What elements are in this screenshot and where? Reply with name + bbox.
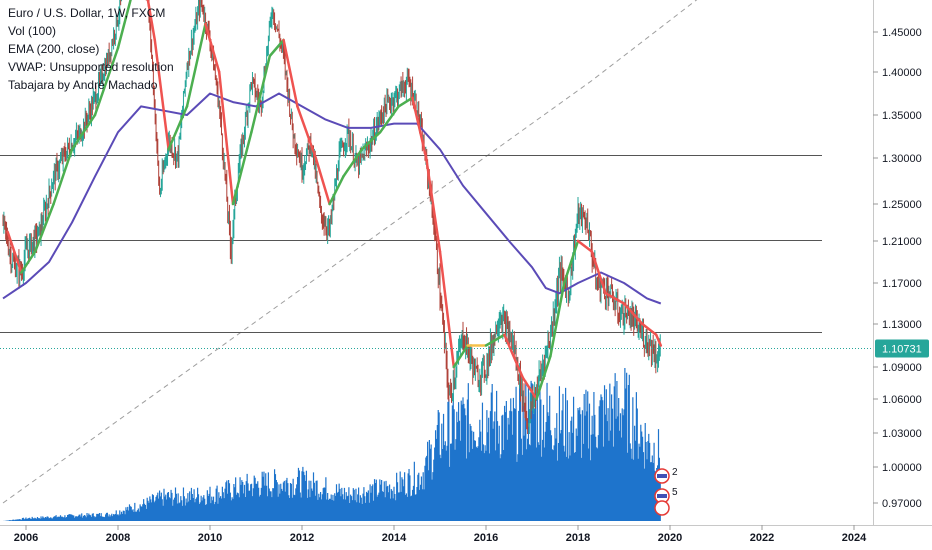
last-price-tag: 1.10731	[875, 339, 929, 358]
event-flag-icon	[654, 500, 670, 516]
tabajara-segment-14	[231, 130, 253, 206]
last-price-tag-text: 1.10731	[882, 344, 922, 356]
tabajara-segment-33	[535, 355, 552, 401]
tabajara-segment-19	[314, 156, 331, 206]
event-marker-1: 2	[654, 467, 678, 484]
tabajara-segment-16	[268, 38, 285, 58]
diagonal-trend-line	[2, 0, 698, 504]
tabajara-layer	[6, 0, 663, 401]
tabajara-segment-13	[217, 70, 235, 206]
price-tick-label: 1.00000	[882, 462, 922, 474]
price-tick-label: 1.35000	[882, 110, 922, 122]
event-flag-stripe	[657, 494, 667, 498]
tabajara-segment-27	[438, 250, 456, 369]
tabajara-segment-30	[484, 333, 506, 347]
tabajara-segment-28	[452, 344, 469, 369]
tabajara-segment-40	[641, 322, 658, 336]
tabajara-segment-11	[185, 22, 207, 108]
tabajara-segment-7	[116, 0, 132, 50]
tabajara-segment-17	[282, 38, 299, 108]
tabajara-segment-25	[411, 96, 428, 160]
volume-bars	[3, 368, 661, 521]
tabajara-segment-10	[167, 105, 189, 151]
price-tick-label: 1.40000	[882, 67, 922, 79]
event-count: 5	[672, 487, 678, 498]
event-marker-2: 5	[654, 487, 678, 504]
price-tick-label: 0.97000	[882, 498, 922, 510]
price-tick-label: 1.13000	[882, 319, 922, 331]
time-tick-label: 2012	[290, 532, 314, 544]
time-axis[interactable]: 2006 2008 2010 2012 2014 2016 2018 2020 2022 2024	[14, 525, 867, 544]
price-axis[interactable]: 0.97000 1.00000 1.03000 1.06000 1.09000 1.130…	[873, 27, 922, 510]
tabajara-segment-22	[360, 130, 382, 151]
price-tick-label: 1.09000	[882, 362, 922, 374]
tabajara-segment-8	[146, 0, 157, 42]
tabajara-segment-34	[549, 281, 566, 358]
price-tick-label: 1.30000	[882, 153, 922, 165]
last-price-tag-bg	[875, 339, 929, 358]
tabajara-segment-23	[378, 105, 400, 134]
time-tick-label: 2006	[14, 532, 38, 544]
tabajara-segment-26	[424, 156, 442, 253]
tabajara-segment-20	[328, 175, 345, 206]
price-tick-label: 1.03000	[882, 428, 922, 440]
legend-vwap[interactable]: VWAP: Unsupported resolution	[8, 60, 174, 74]
chart-legend: Euro / U.S. Dollar, 1W, FXCM Vol (100) E…	[8, 4, 174, 94]
price-tick-label: 1.06000	[882, 394, 922, 406]
legend-ema[interactable]: EMA (200, close)	[8, 42, 100, 56]
legend-tabajara[interactable]: Tabajara by André Machado	[8, 78, 158, 92]
trend-line-layer	[2, 0, 698, 504]
event-flag-stripe	[657, 474, 667, 478]
ema-layer	[2, 92, 662, 305]
tabajara-segment-35	[562, 239, 580, 285]
tabajara-segment-41	[654, 333, 663, 347]
price-tick-label: 1.21000	[882, 236, 922, 248]
tabajara-segment-5	[70, 113, 97, 151]
tabajara-segment-38	[604, 292, 626, 305]
tabajara-segment-4	[52, 148, 74, 206]
time-tick-label: 2024	[842, 532, 867, 544]
tabajara-segment-6	[93, 46, 120, 117]
legend-volume[interactable]: Vol (100)	[8, 24, 57, 38]
events-layer: 25	[654, 467, 678, 516]
tabajara-segment-21	[342, 148, 364, 178]
tabajara-segment-39	[622, 302, 644, 326]
event-count: 2	[672, 467, 678, 478]
tabajara-segment-15	[250, 54, 272, 134]
tabajara-segment-37	[590, 250, 607, 295]
tabajara-segment-9	[153, 38, 170, 151]
ema-200-line	[2, 92, 662, 305]
time-tick-label: 2010	[198, 532, 222, 544]
tabajara-segment-32	[521, 376, 538, 401]
time-tick-label: 2016	[474, 532, 498, 544]
horizontal-levels-layer	[0, 155, 822, 333]
tabajara-segment-24	[397, 96, 414, 108]
time-tick-label: 2018	[566, 532, 590, 544]
price-tick-label: 1.17000	[882, 278, 922, 290]
price-tick-label: 1.45000	[882, 27, 922, 39]
tabajara-segment-12	[204, 22, 221, 74]
volume-layer	[3, 368, 661, 521]
time-tick-label: 2022	[750, 532, 774, 544]
tabajara-segment-31	[503, 333, 525, 379]
tabajara-segment-18	[296, 105, 318, 160]
time-tick-label: 2014	[382, 532, 407, 544]
tabajara-segment-36	[576, 239, 594, 253]
tabajara-segment-3	[33, 202, 55, 253]
price-tick-label: 1.25000	[882, 199, 922, 211]
tabajara-segment-1	[6, 230, 23, 274]
tabajara-segment-2	[20, 250, 37, 274]
legend-symbol[interactable]: Euro / U.S. Dollar, 1W, FXCM	[8, 6, 166, 20]
time-tick-label: 2020	[658, 532, 682, 544]
time-tick-label: 2008	[106, 532, 130, 544]
